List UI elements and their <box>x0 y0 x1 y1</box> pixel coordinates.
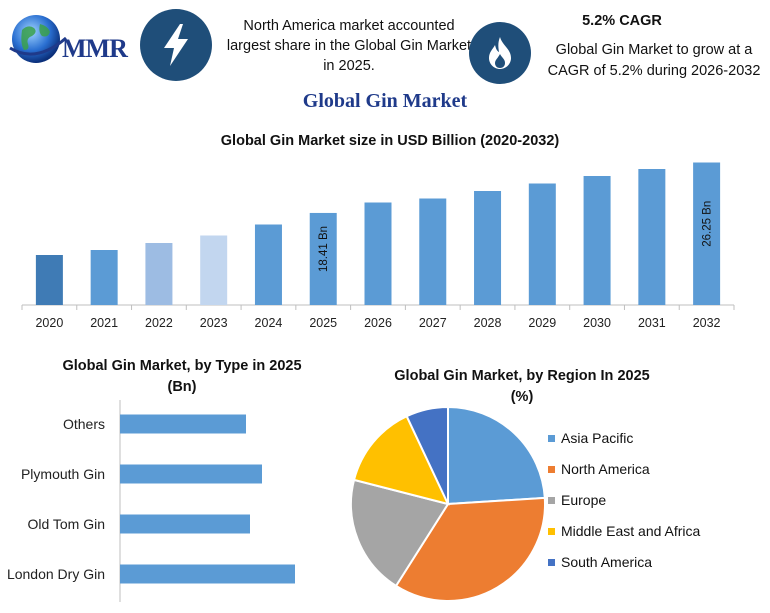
x-tick-label: 2020 <box>35 316 63 330</box>
globe-icon <box>9 15 67 63</box>
x-tick-label: 2031 <box>638 316 666 330</box>
legend-label: South America <box>561 554 653 570</box>
legend-swatch <box>548 465 555 473</box>
flame-icon <box>469 22 531 84</box>
x-tick-label: 2025 <box>309 316 337 330</box>
x-tick-label: 2030 <box>583 316 611 330</box>
bar <box>419 198 447 305</box>
pie-slice <box>447 405 546 506</box>
cagr-info: Global Gin Market to grow at a CAGR of 5… <box>547 42 761 79</box>
bar <box>145 243 173 305</box>
type-chart-title-line2: (Bn) <box>167 379 197 395</box>
x-tick-label: 2027 <box>419 316 447 330</box>
region-pie-chart <box>350 405 546 602</box>
type-chart-title-line1: Global Gin Market, by Type in 2025 <box>62 358 302 374</box>
pie-slice <box>405 405 449 505</box>
region-chart-title-line1: Global Gin Market, by Region In 2025 <box>394 368 650 384</box>
legend-label: North America <box>561 461 650 477</box>
bar <box>528 183 556 305</box>
pie-slice <box>352 414 450 506</box>
x-tick-label: 2026 <box>364 316 392 330</box>
bar <box>693 162 721 305</box>
bar-chart-title: Global Gin Market size in USD Billion (2… <box>220 133 560 149</box>
type-bar-chart: Others Plymouth Gin Old Tom Gin London Dry … <box>7 400 295 602</box>
x-tick-label: 2024 <box>255 316 283 330</box>
legend-label: Asia Pacific <box>561 430 634 446</box>
legend-item: Asia Pacific <box>548 428 748 448</box>
legend-item: North America <box>548 459 748 479</box>
y-tick-label: Others <box>63 416 105 432</box>
legend-swatch <box>548 527 555 535</box>
bar <box>35 255 63 305</box>
legend-label: Europe <box>561 492 607 508</box>
x-tick-label: 2029 <box>528 316 556 330</box>
bar <box>200 235 228 305</box>
x-tick-label: 2028 <box>474 316 502 330</box>
legend-swatch <box>548 558 555 566</box>
y-tick-label: Old Tom Gin <box>27 516 105 532</box>
data-label: 26.25 Bn <box>702 201 714 247</box>
y-tick-label: Plymouth Gin <box>21 466 105 482</box>
legend-item: South America <box>548 552 748 572</box>
bar <box>474 191 502 305</box>
legend-item: Middle East and Africa <box>548 521 748 541</box>
x-tick-label: 2021 <box>90 316 118 330</box>
cagr-title: 5.2% CAGR <box>582 13 662 29</box>
bar <box>120 414 246 434</box>
bar <box>309 212 337 305</box>
legend-swatch <box>548 496 555 504</box>
x-tick-label: 2022 <box>145 316 173 330</box>
legend-swatch <box>548 434 555 442</box>
bar <box>583 176 611 305</box>
logo-text: MMR <box>62 34 128 63</box>
bar <box>120 514 250 534</box>
bar <box>254 224 282 305</box>
type-chart-title: Global Gin Market, by Type in 2025 (Bn) <box>32 356 332 398</box>
pie-slice <box>350 478 450 588</box>
page-title: Global Gin Market <box>302 90 468 112</box>
region-chart-title: Global Gin Market, by Region In 2025 (%) <box>372 366 672 408</box>
x-tick-label: 2032 <box>693 316 721 330</box>
legend-item: Europe <box>548 490 748 510</box>
y-tick-label: London Dry Gin <box>7 566 105 582</box>
region-chart-title-line2: (%) <box>510 389 534 405</box>
bar <box>638 169 666 305</box>
pie-slice <box>394 496 546 602</box>
bar <box>364 202 392 305</box>
bar <box>120 564 295 584</box>
market-size-bar-chart: 2020 2021 2022 2023 2024 2025 2026 2027 2028 2029… <box>21 162 735 330</box>
market-share-info: North America market accounted largest s… <box>226 18 472 74</box>
x-tick-label: 2023 <box>200 316 228 330</box>
lightning-bolt-icon <box>140 9 212 81</box>
bar <box>90 250 118 305</box>
legend-label: Middle East and Africa <box>561 523 701 539</box>
pie-legend: Asia Pacific North America Europe Middle Ea… <box>548 428 748 583</box>
bar <box>120 464 262 484</box>
logo <box>8 12 138 70</box>
data-label: 18.41 Bn <box>318 226 330 272</box>
